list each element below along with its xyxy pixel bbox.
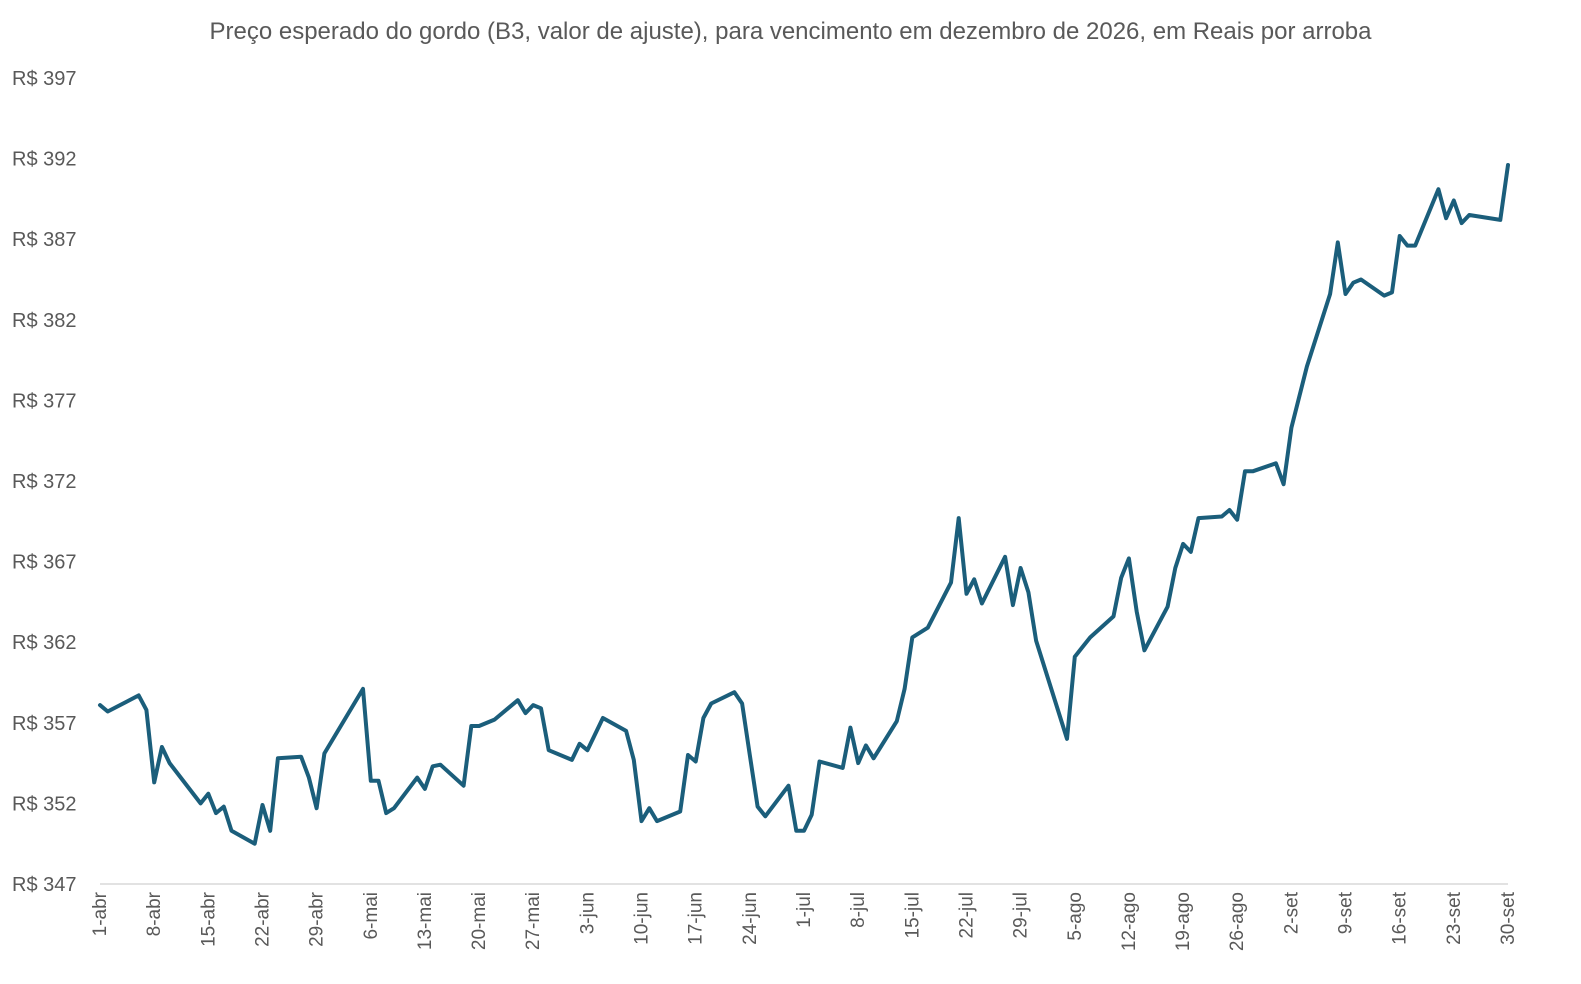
y-tick-label: R$ 367	[12, 552, 77, 574]
x-tick-label: 24-jun	[740, 892, 761, 945]
price-series-line	[98, 163, 1510, 846]
y-tick-label: R$ 377	[12, 390, 77, 412]
x-tick-label: 26-ago	[1227, 892, 1248, 951]
x-tick-label: 12-ago	[1119, 892, 1140, 951]
y-tick-label: R$ 397	[12, 68, 77, 90]
y-tick-label: R$ 382	[12, 310, 77, 332]
y-tick-label: R$ 362	[12, 632, 77, 654]
x-tick-label: 3-jun	[577, 892, 598, 934]
y-tick-label: R$ 392	[12, 149, 77, 171]
y-tick-label: R$ 387	[12, 229, 77, 251]
x-tick-label: 9-set	[1336, 891, 1357, 934]
x-tick-label: 19-ago	[1173, 892, 1194, 951]
x-tick-label: 2-set	[1281, 891, 1302, 934]
y-tick-label: R$ 372	[12, 471, 77, 493]
x-tick-label: 20-mai	[469, 892, 490, 950]
x-tick-label: 6-mai	[361, 892, 382, 940]
x-tick-label: 5-ago	[1065, 892, 1086, 941]
y-tick-label: R$ 347	[12, 874, 77, 896]
x-tick-label: 15-jul	[902, 892, 923, 938]
y-tick-label: R$ 357	[12, 713, 77, 735]
x-tick-label: 29-jul	[1011, 892, 1032, 938]
x-tick-label: 8-abr	[144, 891, 165, 936]
x-tick-label: 15-abr	[198, 891, 219, 947]
x-tick-label: 27-mai	[523, 892, 544, 950]
y-axis-ticks: R$ 347 R$ 352 R$ 357 R$ 362 R$ 367 R$ 372 R$ 3…	[12, 68, 77, 896]
x-tick-label: 17-jun	[686, 892, 707, 945]
x-tick-label: 29-abr	[307, 891, 328, 947]
x-tick-label: 30-set	[1498, 891, 1519, 945]
x-tick-label: 23-set	[1444, 891, 1465, 945]
x-axis-ticks: 1-abr 8-abr 15-abr 22-abr 29-abr 6-mai 13-mai 2…	[90, 891, 1519, 951]
x-tick-label: 22-abr	[252, 891, 273, 947]
chart-title: Preço esperado do gordo (B3, valor de aj…	[209, 18, 1372, 45]
x-tick-label: 13-mai	[415, 892, 436, 950]
x-tick-label: 22-jul	[956, 892, 977, 938]
x-tick-label: 8-jul	[848, 892, 869, 928]
x-tick-label: 1-jul	[794, 892, 815, 928]
x-tick-label: 1-abr	[90, 891, 111, 936]
x-tick-label: 10-jun	[632, 892, 653, 945]
x-tick-label: 16-set	[1390, 891, 1411, 945]
y-tick-label: R$ 352	[12, 793, 77, 815]
